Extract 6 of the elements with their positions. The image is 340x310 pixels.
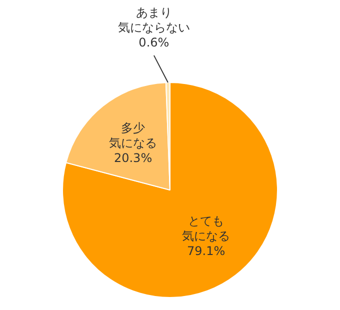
data-label: 20.3% <box>114 150 152 165</box>
slice-label: 多少気になる <box>109 120 158 150</box>
slice-label: とても気になる <box>182 214 230 243</box>
slice-label: あまり気にならない <box>118 6 190 35</box>
data-label: 0.6% <box>138 36 170 50</box>
data-label: 79.1% <box>187 244 226 258</box>
